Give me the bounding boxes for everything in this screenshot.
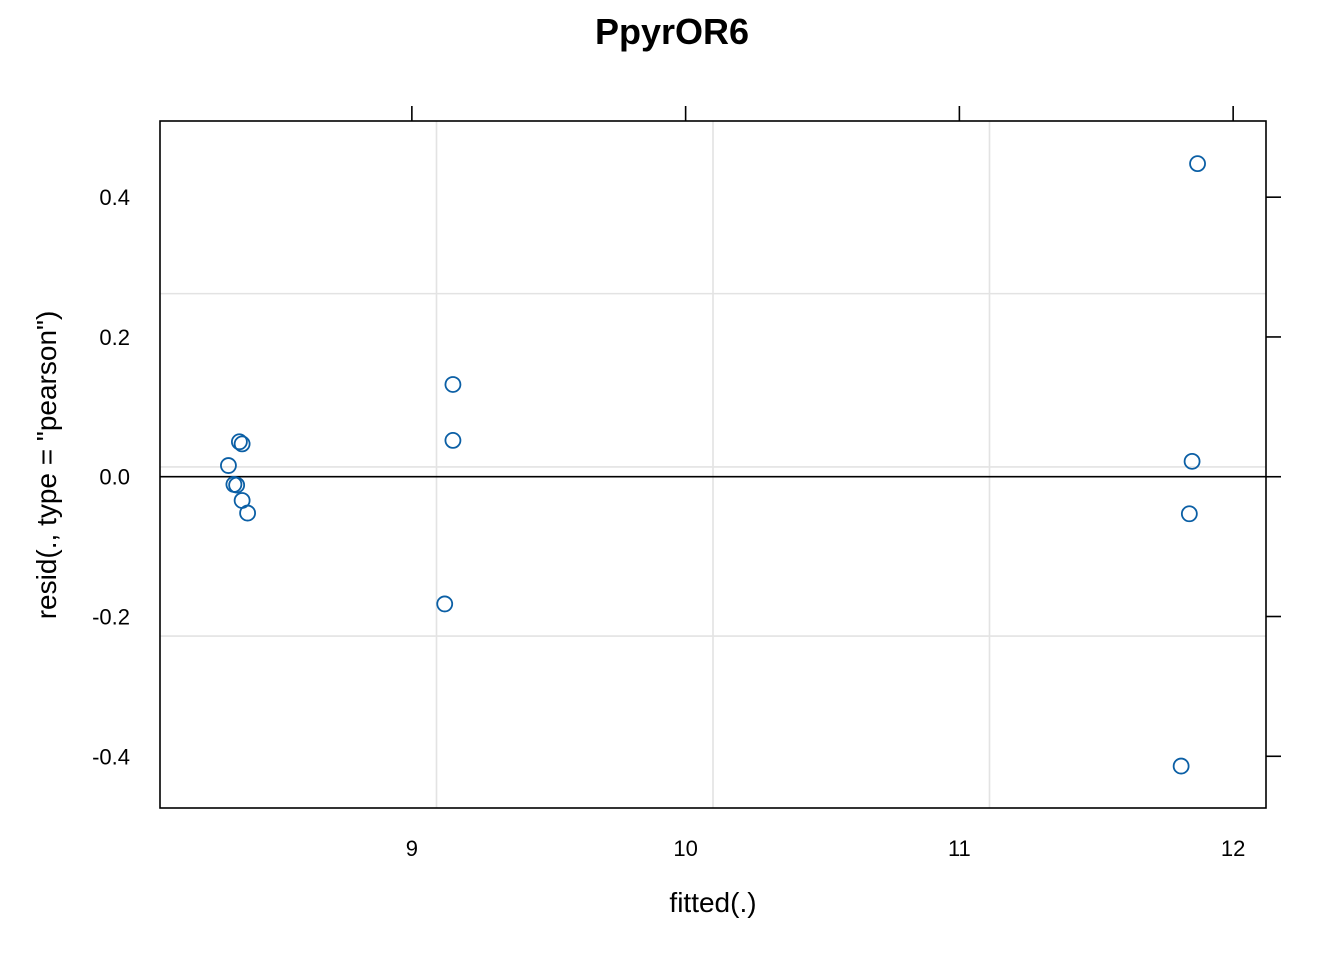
y-tick-label-2: 0.0: [99, 465, 130, 490]
x-tick-label-0: 9: [406, 836, 418, 861]
data-point-2: [228, 476, 246, 494]
axis-ticks: 9 10 11 12 -0.4 -0.2 0.0 0.2 0.4: [92, 106, 1281, 861]
data-point-13: [1189, 155, 1206, 173]
x-tick-label-3: 12: [1221, 836, 1245, 861]
data-point-8: [444, 376, 462, 393]
data-point-0: [220, 457, 237, 474]
data-point-7: [436, 595, 454, 613]
data-point-3: [230, 433, 248, 451]
data-point-10: [1172, 757, 1190, 775]
chart-title: PpyrOR6: [595, 11, 749, 52]
y-tick-label-4: 0.4: [99, 185, 130, 210]
x-tick-label-1: 10: [673, 836, 697, 861]
data-point-11: [1180, 505, 1198, 523]
y-tick-label-1: -0.2: [92, 605, 130, 630]
data-point-4: [233, 435, 251, 453]
x-tick-label-2: 11: [948, 836, 971, 861]
grid-lines: [160, 121, 1266, 808]
data-point-6: [239, 504, 257, 522]
plot-frame: [159, 120, 1267, 809]
x-axis-label: fitted(.): [669, 887, 756, 918]
data-point-9: [444, 431, 462, 449]
y-tick-label-0: -0.4: [92, 744, 130, 769]
data-points: [220, 155, 1206, 775]
y-tick-label-3: 0.2: [99, 325, 130, 350]
y-axis-label: resid(., type = "pearson"): [31, 311, 62, 620]
data-point-12: [1183, 452, 1201, 470]
